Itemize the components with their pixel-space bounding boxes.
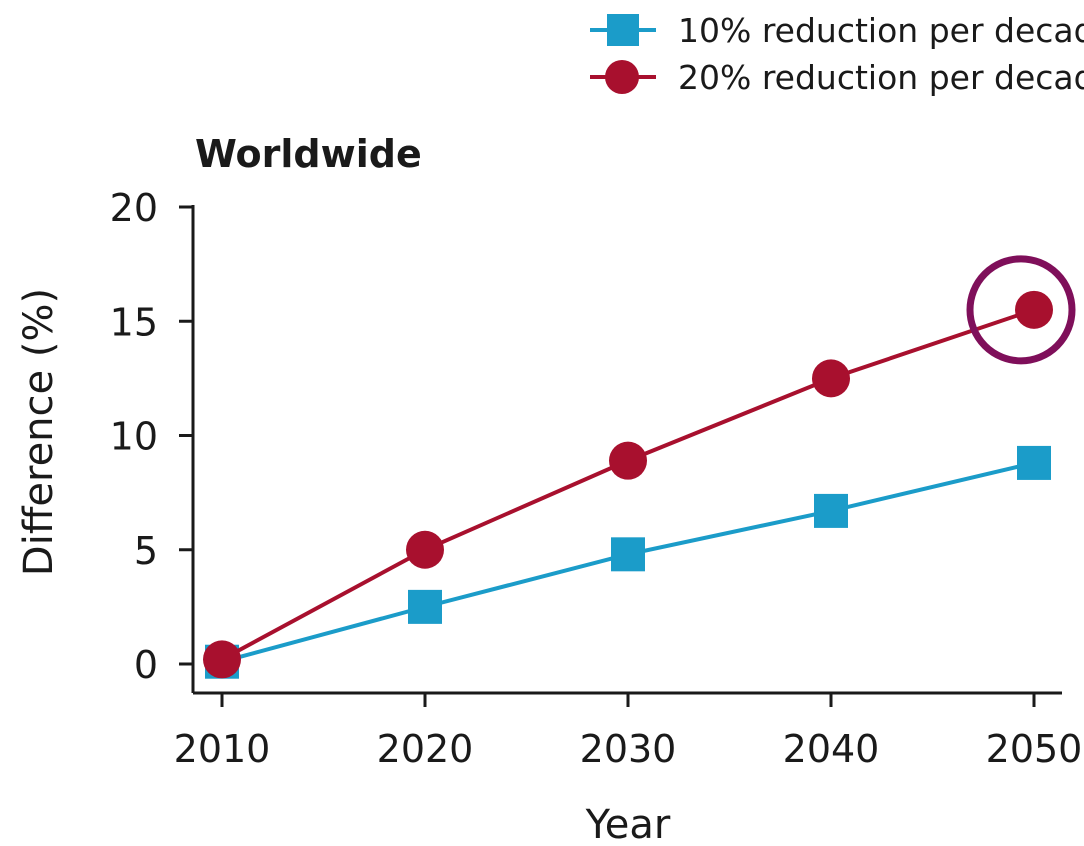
y-axis-title: Difference (%) <box>16 288 62 576</box>
legend-label-series-2: 20% reduction per decade <box>678 58 1084 97</box>
legend-marker-circle <box>605 60 639 94</box>
legend-label-series-1: 10% reduction per decade <box>678 11 1084 50</box>
legend-item-series-2: 20% reduction per decade <box>590 58 1084 97</box>
data-point-square <box>814 493 848 528</box>
x-tick-label: 2010 <box>174 727 271 771</box>
highlight-circle <box>966 255 1076 365</box>
series-layer <box>203 290 1053 679</box>
series-line <box>221 307 1035 662</box>
data-point-square <box>611 537 645 572</box>
data-point-circle <box>1015 290 1053 329</box>
y-tick-label: 10 <box>110 415 158 459</box>
x-tick-label: 2050 <box>986 727 1083 771</box>
data-point-square <box>408 589 442 624</box>
series-1 <box>205 445 1051 679</box>
data-point-circle <box>812 359 850 398</box>
x-ticks: 2010 2020 2030 2040 2050 <box>174 693 1083 771</box>
data-point-square <box>1017 445 1051 480</box>
series-2 <box>203 290 1053 679</box>
data-point-circle <box>203 640 241 679</box>
y-tick-label: 15 <box>110 300 158 344</box>
x-tick-label: 2040 <box>783 727 880 771</box>
y-ticks: 0 5 10 15 20 <box>110 186 193 687</box>
legend-item-series-1: 10% reduction per decade <box>590 11 1084 50</box>
y-tick-label: 20 <box>110 186 158 230</box>
y-tick-label: 5 <box>134 529 158 573</box>
data-point-circle <box>406 530 444 569</box>
x-tick-label: 2020 <box>377 727 474 771</box>
y-tick-label: 0 <box>134 643 158 687</box>
legend-marker-square <box>607 14 639 46</box>
x-tick-label: 2030 <box>580 727 677 771</box>
data-point-circle <box>609 441 647 480</box>
annotation-layer <box>966 255 1076 365</box>
legend: 10% reduction per decade 20% reduction p… <box>590 11 1084 97</box>
x-axis-title: Year <box>585 802 671 846</box>
chart-title: Worldwide <box>195 132 422 176</box>
